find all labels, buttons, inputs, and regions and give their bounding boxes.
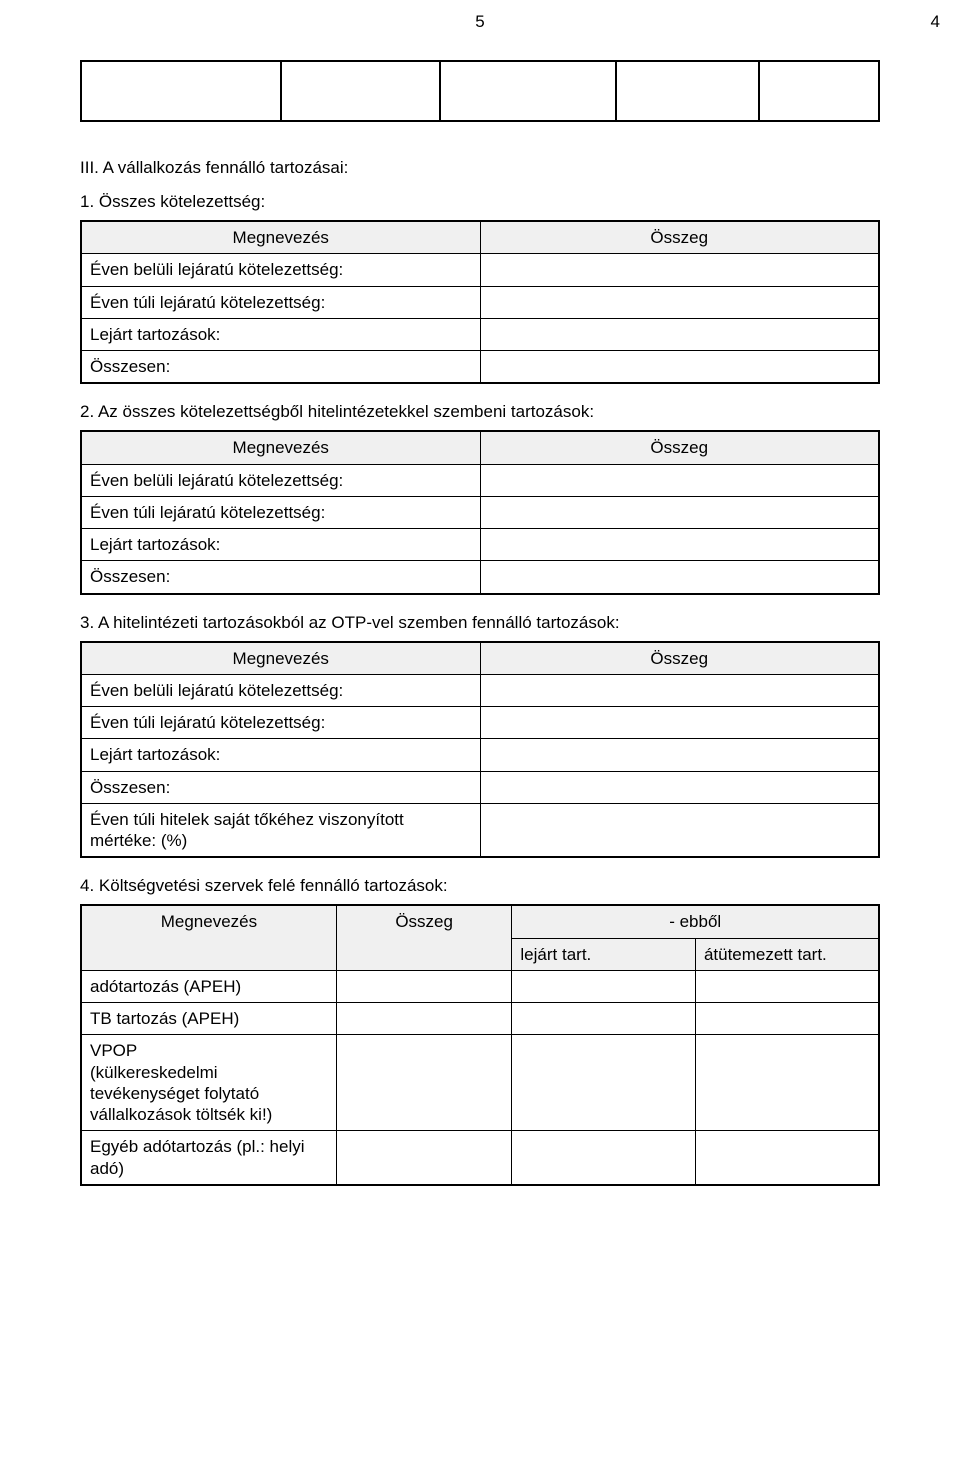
table-row: Összesen: (81, 561, 879, 594)
row-label: Éven túli lejáratú kötelezettség: (81, 286, 480, 318)
table-row: Lejárt tartozások: (81, 318, 879, 350)
col-header-amount: Összeg (336, 905, 512, 970)
table-row: Éven túli hitelek saját tőkéhez viszonyí… (81, 803, 879, 857)
row-label: Egyéb adótartozás (pl.: helyi adó) (81, 1131, 336, 1185)
table-row: Éven belüli lejáratú kötelezettség: (81, 254, 879, 286)
row-label: Lejárt tartozások: (81, 318, 480, 350)
budget-debts-table: Megnevezés Összeg - ebből lejárt tart. á… (80, 904, 880, 1186)
table-row: Összesen: (81, 771, 879, 803)
table-row: Lejárt tartozások: (81, 739, 879, 771)
col-header-name: Megnevezés (81, 642, 480, 675)
row-label: Éven belüli lejáratú kötelezettség: (81, 674, 480, 706)
table-row: Lejárt tartozások: (81, 529, 879, 561)
table-row: VPOP (külkereskedelmi tevékenységet foly… (81, 1035, 879, 1131)
table-row: Éven túli lejáratú kötelezettség: (81, 496, 879, 528)
table-row (81, 61, 879, 121)
table-row: Megnevezés Összeg (81, 642, 879, 675)
row-label: TB tartozás (APEH) (81, 1003, 336, 1035)
col-subheader-overdue: lejárt tart. (512, 938, 696, 970)
col-header-amount: Összeg (480, 221, 879, 254)
sub-heading-4: 4. Költségvetési szervek felé fennálló t… (80, 876, 880, 896)
row-label: Lejárt tartozások: (81, 739, 480, 771)
row-label: Éven belüli lejáratú kötelezettség: (81, 464, 480, 496)
row-label: Éven túli lejáratú kötelezettség: (81, 496, 480, 528)
row-label: Lejárt tartozások: (81, 529, 480, 561)
obligations-table-1: Megnevezés Összeg Éven belüli lejáratú k… (80, 220, 880, 384)
col-header-name: Megnevezés (81, 905, 336, 970)
blank-header-table (80, 60, 880, 122)
table-row: Megnevezés Összeg (81, 431, 879, 464)
row-label: Éven belüli lejáratú kötelezettség: (81, 254, 480, 286)
table-row: Egyéb adótartozás (pl.: helyi adó) (81, 1131, 879, 1185)
row-label: VPOP (külkereskedelmi tevékenységet foly… (81, 1035, 336, 1131)
row-label: Összesen: (81, 771, 480, 803)
page-number-top: 5 (475, 12, 484, 32)
obligations-table-2: Megnevezés Összeg Éven belüli lejáratú k… (80, 430, 880, 594)
table-row: Összesen: (81, 351, 879, 384)
col-subheader-rescheduled: átütemezett tart. (695, 938, 879, 970)
section-heading: III. A vállalkozás fennálló tartozásai: (80, 158, 880, 178)
table-row: adótartozás (APEH) (81, 970, 879, 1002)
page-number-corner: 4 (931, 12, 940, 32)
sub-heading-1: 1. Összes kötelezettség: (80, 192, 880, 212)
row-label: Éven túli lejáratú kötelezettség: (81, 707, 480, 739)
col-header-name: Megnevezés (81, 431, 480, 464)
table-row: Éven belüli lejáratú kötelezettség: (81, 674, 879, 706)
table-row: Éven túli lejáratú kötelezettség: (81, 286, 879, 318)
col-header-name: Megnevezés (81, 221, 480, 254)
table-row: Éven túli lejáratú kötelezettség: (81, 707, 879, 739)
table-row: Megnevezés Összeg (81, 221, 879, 254)
row-label: Éven túli hitelek saját tőkéhez viszonyí… (81, 803, 480, 857)
col-header-amount: Összeg (480, 642, 879, 675)
row-label: adótartozás (APEH) (81, 970, 336, 1002)
sub-heading-3: 3. A hitelintézeti tartozásokból az OTP-… (80, 613, 880, 633)
row-label: Összesen: (81, 561, 480, 594)
col-header-amount: Összeg (480, 431, 879, 464)
table-row: Megnevezés Összeg - ebből (81, 905, 879, 938)
table-row: Éven belüli lejáratú kötelezettség: (81, 464, 879, 496)
table-row: TB tartozás (APEH) (81, 1003, 879, 1035)
row-label: Összesen: (81, 351, 480, 384)
sub-heading-2: 2. Az összes kötelezettségből hitelintéz… (80, 402, 880, 422)
col-header-of-which: - ebből (512, 905, 879, 938)
obligations-table-3: Megnevezés Összeg Éven belüli lejáratú k… (80, 641, 880, 859)
